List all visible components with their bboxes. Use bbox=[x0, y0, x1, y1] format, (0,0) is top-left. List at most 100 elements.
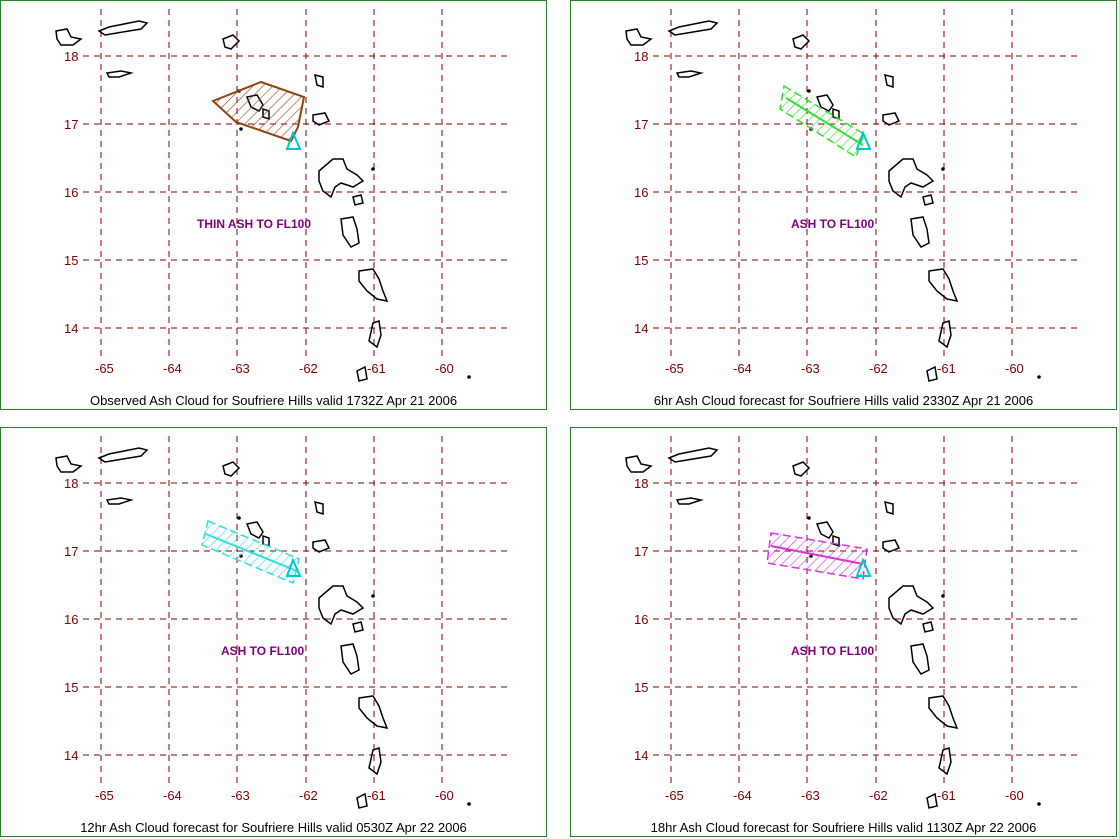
ash-cloud-axis bbox=[770, 545, 864, 565]
islet-dot bbox=[1037, 802, 1041, 806]
lat-tick-label: 15 bbox=[634, 680, 648, 695]
lat-tick-label: 16 bbox=[634, 612, 648, 627]
island-st-vincent bbox=[926, 365, 938, 382]
lon-tick-label: -63 bbox=[801, 361, 820, 376]
ash-level-label: ASH TO FL100 bbox=[791, 644, 874, 658]
panel-6hr-forecast: 18 17 16 15 14 -65 -64 -63 -62 -61 -60 ASH TO FL100… bbox=[570, 0, 1117, 410]
lat-tick-label: 17 bbox=[64, 117, 78, 132]
lon-tick-label: -64 bbox=[163, 361, 182, 376]
islet-dot bbox=[371, 594, 375, 598]
island-martinique bbox=[928, 268, 959, 303]
ash-cloud-axis bbox=[205, 533, 298, 572]
island-nevis bbox=[815, 94, 834, 112]
island-antigua bbox=[882, 112, 901, 126]
lat-tick-label: 16 bbox=[64, 612, 78, 627]
ash-level-label: ASH TO FL100 bbox=[221, 644, 304, 658]
lat-tick-label: 16 bbox=[634, 185, 648, 200]
lon-tick-label: -60 bbox=[435, 788, 454, 803]
volcano-icon bbox=[285, 557, 302, 577]
island-st-vincent bbox=[356, 365, 368, 382]
lon-tick-label: -61 bbox=[367, 361, 386, 376]
map-18hr: 18 17 16 15 14 -65 -64 -63 -62 -61 -60 ASH TO FL100 bbox=[625, 436, 1081, 809]
island-marie-galante bbox=[922, 194, 934, 206]
lon-tick-label: -64 bbox=[163, 788, 182, 803]
island-st-croix bbox=[675, 497, 704, 505]
lon-tick-label: -60 bbox=[1005, 788, 1024, 803]
island-dominica bbox=[910, 216, 930, 248]
island-st-lucia bbox=[938, 747, 952, 776]
islet-dot bbox=[941, 594, 945, 598]
island-antigua bbox=[312, 539, 331, 553]
islet-dot bbox=[371, 167, 375, 171]
island-puerto-rico-east bbox=[55, 455, 83, 473]
island-st-croix bbox=[105, 497, 134, 505]
lat-tick-label: 17 bbox=[64, 544, 78, 559]
island-st-lucia bbox=[938, 320, 952, 349]
island-martinique bbox=[928, 695, 959, 730]
lon-tick-label: -62 bbox=[299, 361, 318, 376]
volcano-icon bbox=[855, 557, 872, 577]
island-puerto-rico-east bbox=[625, 28, 653, 46]
lon-tick-label: -61 bbox=[937, 788, 956, 803]
island-st-lucia bbox=[368, 320, 382, 349]
lat-tick-label: 14 bbox=[634, 748, 648, 763]
island-st-lucia bbox=[368, 747, 382, 776]
caption-18hr: 18hr Ash Cloud forecast for Soufriere Hi… bbox=[650, 820, 1037, 835]
island-guadeloupe bbox=[888, 158, 935, 199]
volcano-icon bbox=[855, 130, 872, 150]
lon-tick-label: -62 bbox=[869, 361, 888, 376]
islet-dot bbox=[807, 516, 811, 520]
island-barbuda bbox=[314, 73, 324, 89]
islet-dot bbox=[237, 516, 241, 520]
island-virgin-islands bbox=[667, 447, 719, 463]
lon-tick-label: -65 bbox=[95, 361, 114, 376]
island-guadeloupe bbox=[888, 585, 935, 626]
map-12hr: 18 17 16 15 14 -65 -64 -63 -62 -61 -60 ASH TO FL100 bbox=[55, 436, 511, 809]
lon-tick-label: -62 bbox=[299, 788, 318, 803]
island-anguilla bbox=[792, 34, 811, 50]
lat-tick-label: 14 bbox=[64, 321, 78, 336]
island-barbuda bbox=[884, 73, 894, 89]
lon-tick-label: -60 bbox=[435, 361, 454, 376]
lon-tick-label: -62 bbox=[869, 788, 888, 803]
lon-tick-label: -65 bbox=[665, 361, 684, 376]
caption-observed: Observed Ash Cloud for Soufriere Hills v… bbox=[89, 393, 458, 408]
island-virgin-islands bbox=[667, 20, 719, 36]
island-guadeloupe bbox=[318, 158, 365, 199]
island-anguilla bbox=[222, 461, 241, 477]
islet-dot bbox=[941, 167, 945, 171]
lat-tick-label: 16 bbox=[64, 185, 78, 200]
map-observed: 18 17 16 15 14 -65 -64 -63 -62 -61 -60 THIN ASH TO … bbox=[55, 9, 511, 382]
lat-tick-label: 18 bbox=[64, 49, 78, 64]
panel-18hr-forecast: 18 17 16 15 14 -65 -64 -63 -62 -61 -60 ASH TO FL100… bbox=[570, 427, 1117, 837]
island-marie-galante bbox=[352, 194, 364, 206]
lon-tick-label: -63 bbox=[801, 788, 820, 803]
island-anguilla bbox=[222, 34, 241, 50]
lon-tick-label: -64 bbox=[733, 361, 752, 376]
ash-cloud-area bbox=[779, 84, 865, 159]
island-virgin-islands bbox=[97, 20, 149, 36]
island-virgin-islands bbox=[97, 447, 149, 463]
island-st-vincent bbox=[926, 792, 938, 809]
island-nevis bbox=[815, 521, 834, 539]
lon-tick-label: -63 bbox=[231, 361, 250, 376]
lon-tick-label: -60 bbox=[1005, 361, 1024, 376]
map-6hr: 18 17 16 15 14 -65 -64 -63 -62 -61 -60 ASH TO FL100 bbox=[625, 9, 1081, 382]
lon-tick-label: -61 bbox=[367, 788, 386, 803]
island-guadeloupe bbox=[318, 585, 365, 626]
island-marie-galante bbox=[352, 621, 364, 633]
island-puerto-rico-east bbox=[625, 455, 653, 473]
islet-dot bbox=[467, 802, 471, 806]
islet-dot bbox=[467, 375, 471, 379]
lat-tick-label: 15 bbox=[64, 253, 78, 268]
island-st-croix bbox=[105, 70, 134, 78]
islet-dot bbox=[239, 127, 243, 131]
lat-tick-label: 17 bbox=[634, 544, 648, 559]
lon-tick-label: -65 bbox=[665, 788, 684, 803]
caption-12hr: 12hr Ash Cloud forecast for Soufriere Hi… bbox=[80, 820, 467, 835]
island-nevis bbox=[245, 521, 264, 539]
caption-6hr: 6hr Ash Cloud forecast for Soufriere Hil… bbox=[653, 393, 1034, 408]
island-antigua bbox=[312, 112, 331, 126]
islet-dot bbox=[807, 89, 811, 93]
lat-tick-label: 15 bbox=[634, 253, 648, 268]
